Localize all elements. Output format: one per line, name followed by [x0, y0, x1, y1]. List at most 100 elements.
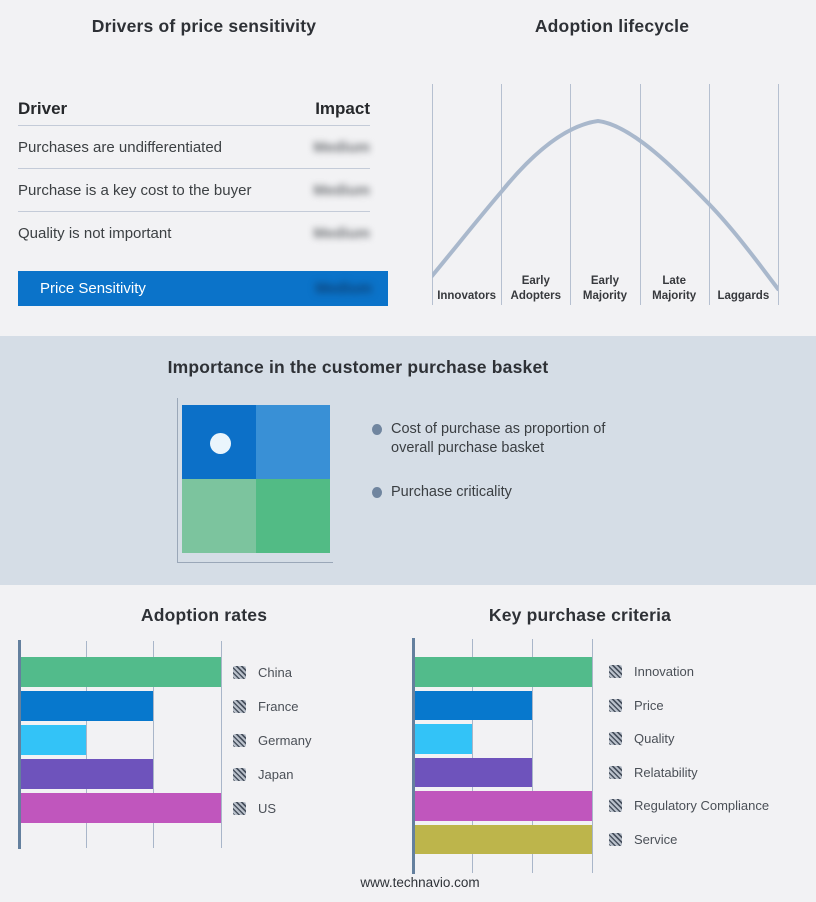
legend-label: Japan [258, 766, 294, 782]
hatched-swatch-icon [233, 699, 246, 713]
hatched-swatch-icon [233, 767, 246, 781]
column-header-driver: Driver [18, 99, 68, 118]
bullet-text: Cost of purchase as proportion of overal… [391, 421, 606, 457]
bar-price [412, 690, 532, 720]
bar-germany [18, 725, 86, 755]
legend-item: Service [609, 823, 769, 857]
column-header-impact: Impact [315, 99, 370, 118]
bullet-dot-icon [372, 424, 382, 435]
legend-label: Price [634, 697, 664, 713]
bar-china [18, 657, 221, 687]
lifecycle-gridline [570, 84, 572, 305]
impact-value-blurred: Medium [313, 138, 370, 156]
lifecycle-stage-label: Innovators [437, 289, 496, 302]
drivers-table-rows: Purchases are undifferentiated Medium Purc… [18, 126, 370, 255]
driver-label: Purchase is a key cost to the buyer [18, 181, 252, 199]
hatched-swatch-icon [233, 801, 246, 815]
adoption-lifecycle-panel: Adoption lifecycle Innovators Early Adopt… [408, 0, 816, 336]
drivers-table: Driver Impact Purchases are undifferenti… [18, 93, 370, 255]
quadrant-cell-top-left [182, 405, 256, 479]
legend-item: US [233, 791, 311, 825]
bottom-section: Adoption rates China France Germany Japan US… [0, 585, 816, 902]
hatched-swatch-icon [609, 832, 622, 846]
summary-row-label: Price Sensitivity [40, 280, 146, 297]
summary-row-impact-blurred: Medium [315, 280, 372, 297]
bar-innovation [412, 657, 592, 687]
impact-value-blurred: Medium [313, 181, 370, 199]
quadrant-y-axis [177, 398, 178, 562]
lifecycle-stage-label: Late Majority [652, 275, 697, 302]
x-gridline [592, 639, 593, 873]
legend-item: Innovation [609, 655, 769, 689]
adoption-rates-plot [18, 640, 222, 849]
bar-relatability [412, 757, 532, 787]
purchase-basket-band: Importance in the customer purchase bask… [0, 336, 816, 585]
x-gridline [221, 641, 222, 848]
hatched-swatch-icon [609, 765, 622, 779]
bar-france [18, 691, 154, 721]
x-gridline [153, 641, 155, 848]
key-purchase-criteria-title: Key purchase criteria [488, 605, 672, 625]
driver-label: Purchases are undifferentiated [18, 138, 223, 156]
bar-quality [412, 724, 472, 754]
lifecycle-stage-label: Early Adopters [510, 275, 562, 302]
price-sensitivity-summary-row: Price Sensitivity Medium [18, 271, 388, 306]
legend-label: Service [634, 831, 678, 847]
bullet-item: Purchase criticality [372, 483, 627, 502]
bar-japan [18, 759, 154, 789]
drivers-table-header: Driver Impact [18, 93, 370, 126]
purchase-basket-bullet-list: Cost of purchase as proportion of overal… [372, 420, 652, 527]
bar-us [18, 793, 221, 823]
price-sensitivity-title: Drivers of price sensitivity [91, 16, 317, 36]
hatched-swatch-icon [609, 799, 622, 813]
lifecycle-gridline [432, 84, 433, 305]
legend-label: Relatability [634, 764, 698, 780]
hatched-swatch-icon [233, 733, 246, 747]
legend-label: US [258, 800, 277, 816]
quadrant-cell-bottom-left [182, 479, 256, 553]
adoption-rates-legend: China France Germany Japan US [233, 655, 311, 825]
legend-item: Germany [233, 723, 311, 757]
bullet-item: Cost of purchase as proportion of overal… [372, 420, 627, 458]
key-purchase-criteria-plot [412, 638, 593, 874]
quadrant-cell-bottom-right [256, 479, 330, 553]
quadrant-position-dot [210, 433, 231, 454]
legend-label: Quality [634, 731, 675, 747]
lifecycle-stage-label: Laggards [717, 289, 770, 302]
quadrant-x-axis [177, 562, 333, 563]
lifecycle-gridline [501, 84, 503, 305]
bar-regulatory-compliance [412, 791, 592, 821]
bullet-dot-icon [372, 487, 382, 499]
purchase-basket-title: Importance in the customer purchase bask… [167, 357, 549, 377]
legend-label: Regulatory Compliance [634, 798, 770, 814]
adoption-rates-title: Adoption rates [140, 605, 268, 625]
legend-label: China [258, 664, 292, 680]
legend-label: Innovation [634, 664, 694, 680]
lifecycle-gridline [639, 84, 641, 305]
y-axis-line [412, 638, 415, 874]
hatched-swatch-icon [233, 665, 246, 679]
lifecycle-gridline [708, 84, 710, 305]
bullet-text: Purchase criticality [391, 484, 512, 501]
legend-item: Price [609, 689, 769, 723]
impact-value-blurred: Medium [313, 225, 370, 242]
lifecycle-gridline [778, 84, 779, 305]
legend-item: Quality [609, 722, 769, 756]
hatched-swatch-icon [609, 698, 622, 712]
purchase-basket-quadrant [182, 405, 330, 553]
key-purchase-criteria-legend: Innovation Price Quality Relatability Regula… [609, 655, 769, 856]
bar-service [412, 824, 592, 854]
legend-item: Japan [233, 757, 311, 791]
hatched-swatch-icon [609, 665, 622, 679]
adoption-lifecycle-chart: Innovators Early Adopters Early Majority La… [432, 84, 779, 305]
key-purchase-criteria-panel: Key purchase criteria Innovation Price Qua… [408, 585, 816, 902]
y-axis-line [18, 640, 21, 849]
lifecycle-stage-label: Early Majority [582, 275, 628, 302]
driver-label: Quality is not important [18, 225, 172, 242]
driver-row: Purchase is a key cost to the buyer Mediu… [18, 169, 370, 212]
adoption-lifecycle-title: Adoption lifecycle [534, 16, 690, 36]
legend-item: France [233, 689, 311, 723]
x-gridline [532, 639, 533, 873]
adoption-rates-panel: Adoption rates China France Germany Japan US [0, 585, 408, 902]
